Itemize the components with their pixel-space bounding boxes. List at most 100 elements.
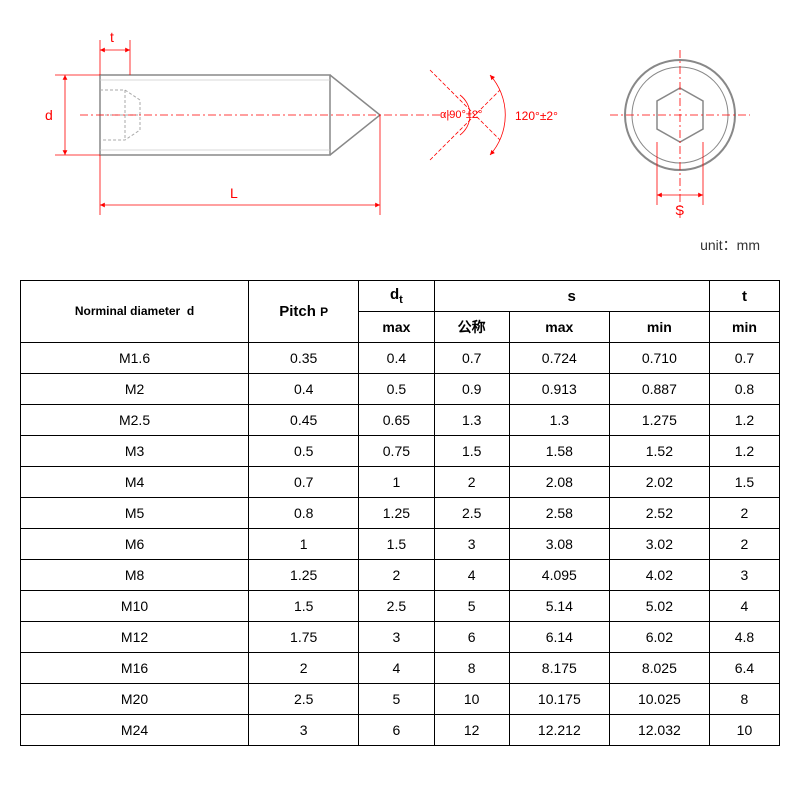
svg-text:d: d bbox=[45, 107, 53, 123]
table-cell: 2.5 bbox=[434, 498, 509, 529]
table-cell: 4 bbox=[434, 560, 509, 591]
table-cell: M16 bbox=[21, 653, 249, 684]
table-cell: 0.7 bbox=[249, 467, 359, 498]
table-cell: 0.724 bbox=[509, 343, 609, 374]
svg-text:S: S bbox=[675, 202, 684, 218]
table-cell: 12 bbox=[434, 715, 509, 746]
table-cell: 1.5 bbox=[434, 436, 509, 467]
technical-diagram: t d L α|90°±2° 120°±2° S unit：m bbox=[20, 20, 780, 260]
svg-text:α|90°±2°: α|90°±2° bbox=[440, 109, 482, 121]
table-cell: 0.8 bbox=[709, 374, 779, 405]
table-cell: 2 bbox=[709, 529, 779, 560]
table-cell: 4.02 bbox=[609, 560, 709, 591]
table-cell: 1.3 bbox=[434, 405, 509, 436]
table-cell: 8 bbox=[434, 653, 509, 684]
table-cell: 0.35 bbox=[249, 343, 359, 374]
table-cell: 3 bbox=[359, 622, 434, 653]
table-cell: 0.7 bbox=[709, 343, 779, 374]
specifications-table: Norminal diameter d Pitch P dt s t max 公… bbox=[20, 280, 780, 746]
table-cell: 2 bbox=[709, 498, 779, 529]
table-cell: 5.02 bbox=[609, 591, 709, 622]
table-cell: 1.2 bbox=[709, 405, 779, 436]
table-cell: M2.5 bbox=[21, 405, 249, 436]
table-cell: 0.65 bbox=[359, 405, 434, 436]
table-cell: M4 bbox=[21, 467, 249, 498]
table-cell: 0.45 bbox=[249, 405, 359, 436]
table-cell: 5.14 bbox=[509, 591, 609, 622]
table-cell: 1.25 bbox=[359, 498, 434, 529]
table-cell: 1.5 bbox=[249, 591, 359, 622]
table-cell: 12.032 bbox=[609, 715, 709, 746]
table-cell: 6.02 bbox=[609, 622, 709, 653]
table-cell: 0.887 bbox=[609, 374, 709, 405]
table-cell: 0.4 bbox=[359, 343, 434, 374]
table-cell: M12 bbox=[21, 622, 249, 653]
table-cell: 0.9 bbox=[434, 374, 509, 405]
table-cell: 6 bbox=[434, 622, 509, 653]
header-dt: dt bbox=[359, 281, 434, 312]
table-row: M30.50.751.51.581.521.2 bbox=[21, 436, 780, 467]
table-cell: 3 bbox=[434, 529, 509, 560]
table-cell: 0.7 bbox=[434, 343, 509, 374]
table-cell: 0.710 bbox=[609, 343, 709, 374]
table-cell: 1.5 bbox=[359, 529, 434, 560]
table-cell: 12.212 bbox=[509, 715, 609, 746]
table-cell: 3 bbox=[709, 560, 779, 591]
table-cell: M2 bbox=[21, 374, 249, 405]
table-cell: 1.275 bbox=[609, 405, 709, 436]
table-cell: 2.5 bbox=[249, 684, 359, 715]
table-cell: M20 bbox=[21, 684, 249, 715]
header-s-min: min bbox=[609, 312, 709, 343]
table-cell: 8.175 bbox=[509, 653, 609, 684]
table-cell: 0.75 bbox=[359, 436, 434, 467]
table-cell: 4.8 bbox=[709, 622, 779, 653]
svg-text:L: L bbox=[230, 185, 238, 201]
table-cell: 4 bbox=[709, 591, 779, 622]
dimension-t: t bbox=[100, 29, 130, 75]
table-cell: 2.02 bbox=[609, 467, 709, 498]
table-cell: 0.913 bbox=[509, 374, 609, 405]
table-cell: 2.5 bbox=[359, 591, 434, 622]
header-s: s bbox=[434, 281, 709, 312]
svg-text:120°±2°: 120°±2° bbox=[515, 109, 558, 123]
table-cell: 1.3 bbox=[509, 405, 609, 436]
table-cell: 2 bbox=[359, 560, 434, 591]
table-cell: 1.75 bbox=[249, 622, 359, 653]
table-cell: 0.5 bbox=[249, 436, 359, 467]
table-cell: 2.58 bbox=[509, 498, 609, 529]
table-cell: 1.58 bbox=[509, 436, 609, 467]
table-cell: M24 bbox=[21, 715, 249, 746]
table-cell: 1.52 bbox=[609, 436, 709, 467]
header-s-max: max bbox=[509, 312, 609, 343]
table-cell: 2 bbox=[434, 467, 509, 498]
table-cell: 10 bbox=[434, 684, 509, 715]
table-cell: 6 bbox=[359, 715, 434, 746]
table-cell: 1.5 bbox=[709, 467, 779, 498]
table-cell: 5 bbox=[359, 684, 434, 715]
table-cell: 5 bbox=[434, 591, 509, 622]
table-row: M162488.1758.0256.4 bbox=[21, 653, 780, 684]
table-row: M50.81.252.52.582.522 bbox=[21, 498, 780, 529]
table-cell: M8 bbox=[21, 560, 249, 591]
table-row: M2.50.450.651.31.31.2751.2 bbox=[21, 405, 780, 436]
header-t-min: min bbox=[709, 312, 779, 343]
table-cell: M3 bbox=[21, 436, 249, 467]
table-cell: M6 bbox=[21, 529, 249, 560]
table-cell: 3.08 bbox=[509, 529, 609, 560]
table-cell: 1 bbox=[359, 467, 434, 498]
dimension-L: L bbox=[100, 115, 380, 215]
table-row: M121.75366.146.024.8 bbox=[21, 622, 780, 653]
table-cell: 10.175 bbox=[509, 684, 609, 715]
table-cell: M5 bbox=[21, 498, 249, 529]
table-cell: M1.6 bbox=[21, 343, 249, 374]
svg-text:t: t bbox=[110, 29, 114, 45]
header-t: t bbox=[709, 281, 779, 312]
table-cell: 0.4 bbox=[249, 374, 359, 405]
table-row: M101.52.555.145.024 bbox=[21, 591, 780, 622]
table-cell: 3.02 bbox=[609, 529, 709, 560]
header-pitch: Pitch P bbox=[249, 281, 359, 343]
table-cell: 1 bbox=[249, 529, 359, 560]
table-cell: 2 bbox=[249, 653, 359, 684]
table-cell: 1.25 bbox=[249, 560, 359, 591]
table-row: M81.25244.0954.023 bbox=[21, 560, 780, 591]
